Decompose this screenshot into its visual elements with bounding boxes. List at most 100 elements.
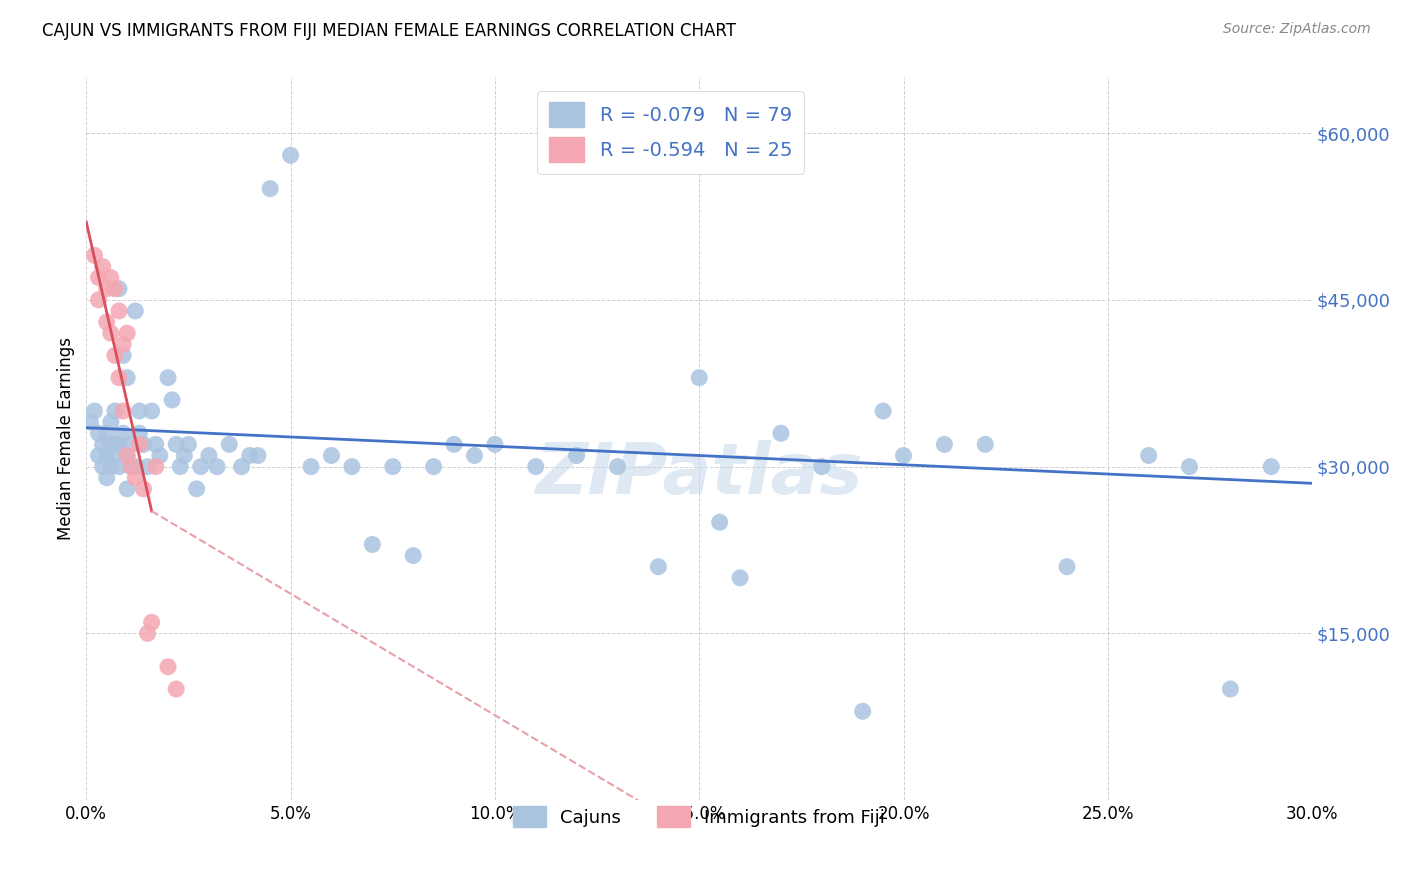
Point — [124, 304, 146, 318]
Point — [484, 437, 506, 451]
Point — [1137, 449, 1160, 463]
Point — [128, 404, 150, 418]
Point — [128, 426, 150, 441]
Point — [100, 326, 122, 341]
Point — [87, 270, 110, 285]
Point — [132, 482, 155, 496]
Y-axis label: Median Female Earnings: Median Female Earnings — [58, 337, 75, 541]
Point — [259, 181, 281, 195]
Point — [160, 392, 183, 407]
Point — [688, 370, 710, 384]
Point — [91, 459, 114, 474]
Point — [124, 471, 146, 485]
Point — [96, 471, 118, 485]
Point — [145, 437, 167, 451]
Point — [100, 437, 122, 451]
Point — [115, 326, 138, 341]
Point — [96, 315, 118, 329]
Point — [524, 459, 547, 474]
Point — [120, 437, 142, 451]
Point — [872, 404, 894, 418]
Point — [104, 282, 127, 296]
Point — [115, 482, 138, 496]
Point — [108, 459, 131, 474]
Point — [709, 515, 731, 529]
Point — [104, 348, 127, 362]
Point — [96, 426, 118, 441]
Point — [463, 449, 485, 463]
Point — [647, 559, 669, 574]
Point — [239, 449, 262, 463]
Point — [87, 426, 110, 441]
Point — [852, 704, 875, 718]
Point — [141, 404, 163, 418]
Point — [100, 459, 122, 474]
Point — [381, 459, 404, 474]
Point — [145, 459, 167, 474]
Point — [169, 459, 191, 474]
Point — [198, 449, 221, 463]
Point — [108, 304, 131, 318]
Point — [165, 681, 187, 696]
Point — [87, 293, 110, 307]
Point — [136, 626, 159, 640]
Point — [340, 459, 363, 474]
Point — [402, 549, 425, 563]
Point — [156, 660, 179, 674]
Point — [321, 449, 343, 463]
Point — [361, 537, 384, 551]
Point — [108, 282, 131, 296]
Point — [934, 437, 956, 451]
Point — [83, 248, 105, 262]
Point — [218, 437, 240, 451]
Point — [810, 459, 832, 474]
Point — [246, 449, 269, 463]
Legend: Cajuns, Immigrants from Fiji: Cajuns, Immigrants from Fiji — [506, 799, 893, 835]
Point — [100, 415, 122, 429]
Point — [112, 348, 135, 362]
Point — [128, 437, 150, 451]
Point — [280, 148, 302, 162]
Point — [91, 260, 114, 274]
Point — [173, 449, 195, 463]
Point — [96, 282, 118, 296]
Point — [124, 459, 146, 474]
Text: Source: ZipAtlas.com: Source: ZipAtlas.com — [1223, 22, 1371, 37]
Point — [186, 482, 208, 496]
Point — [1178, 459, 1201, 474]
Point — [100, 270, 122, 285]
Point — [108, 437, 131, 451]
Point — [115, 449, 138, 463]
Point — [177, 437, 200, 451]
Point — [104, 449, 127, 463]
Point — [606, 459, 628, 474]
Point — [299, 459, 322, 474]
Text: CAJUN VS IMMIGRANTS FROM FIJI MEDIAN FEMALE EARNINGS CORRELATION CHART: CAJUN VS IMMIGRANTS FROM FIJI MEDIAN FEM… — [42, 22, 737, 40]
Point — [1260, 459, 1282, 474]
Point — [87, 449, 110, 463]
Point — [231, 459, 253, 474]
Point — [120, 459, 142, 474]
Point — [1219, 681, 1241, 696]
Point — [91, 437, 114, 451]
Point — [104, 404, 127, 418]
Point — [149, 449, 172, 463]
Point — [141, 615, 163, 630]
Text: ZIPatlas: ZIPatlas — [536, 441, 863, 509]
Point — [422, 459, 444, 474]
Point — [893, 449, 915, 463]
Point — [120, 459, 142, 474]
Point — [115, 449, 138, 463]
Point — [108, 370, 131, 384]
Point — [443, 437, 465, 451]
Point — [112, 337, 135, 351]
Point — [83, 404, 105, 418]
Point — [165, 437, 187, 451]
Point — [205, 459, 228, 474]
Point — [112, 426, 135, 441]
Point — [115, 370, 138, 384]
Point — [112, 404, 135, 418]
Point — [974, 437, 997, 451]
Point — [728, 571, 751, 585]
Point — [132, 437, 155, 451]
